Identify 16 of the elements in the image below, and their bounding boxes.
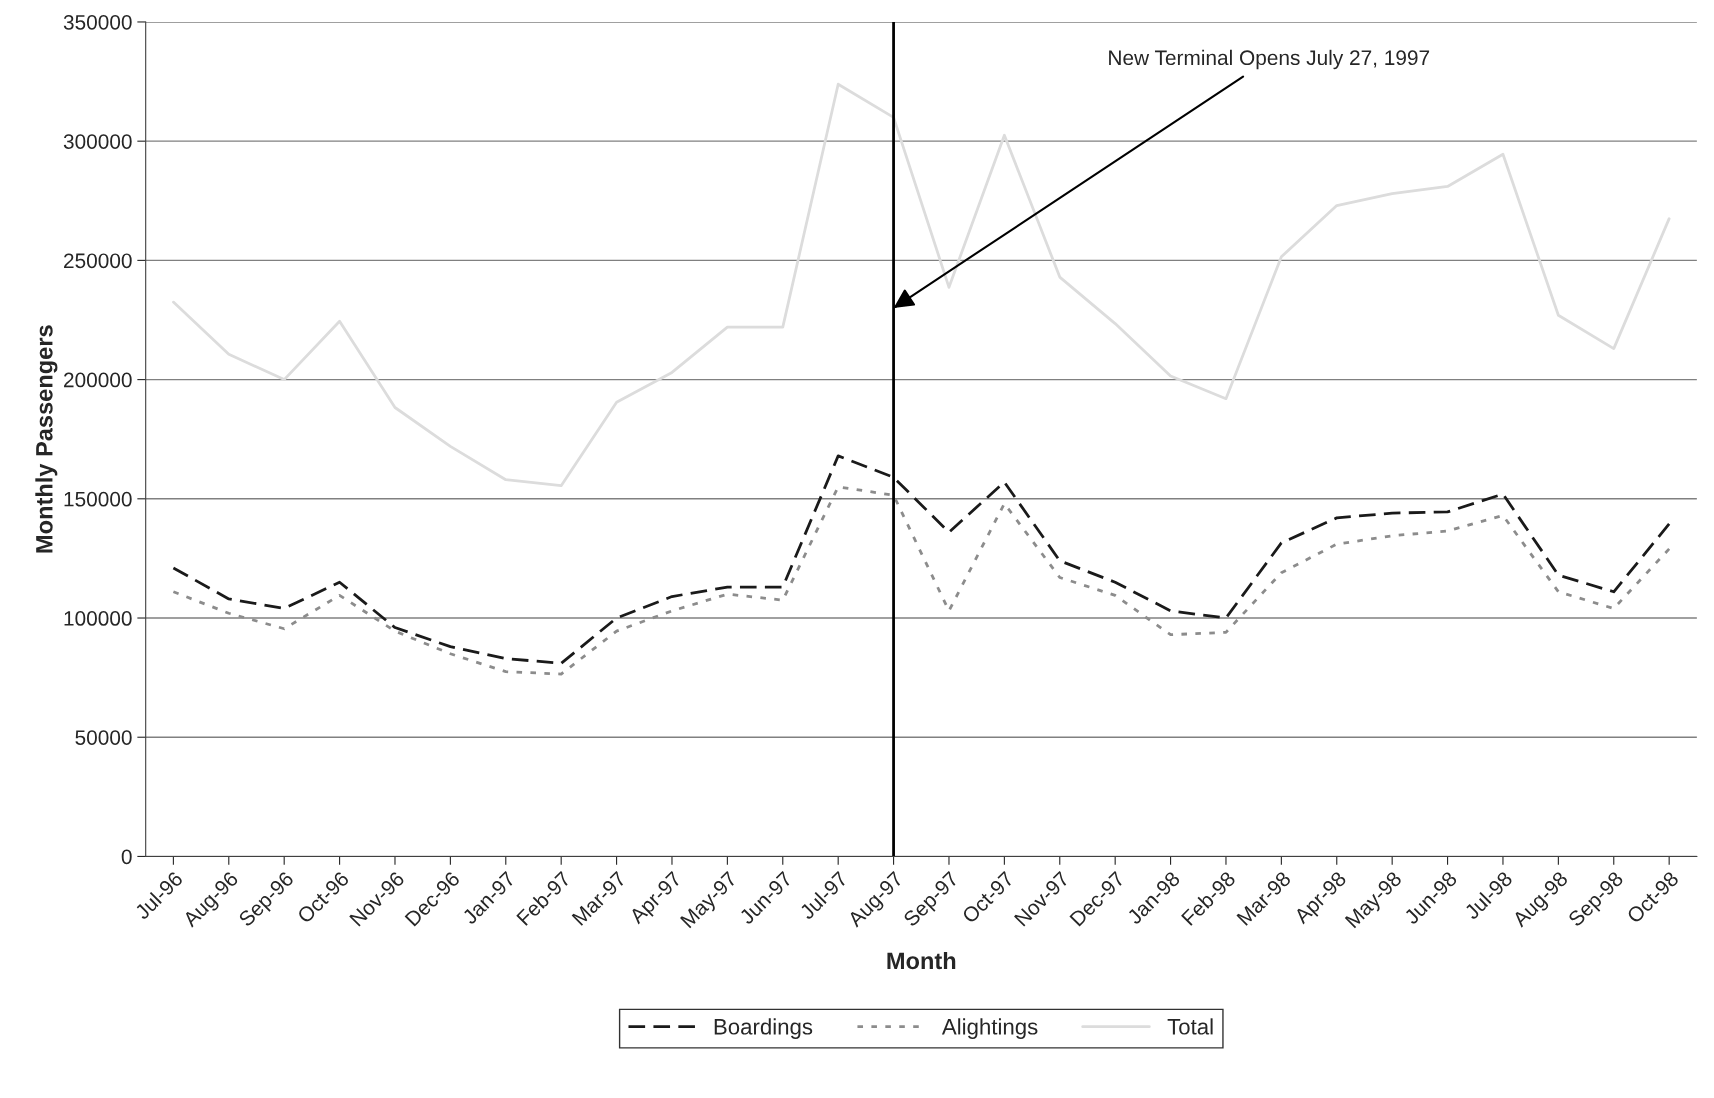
y-tick-label: 250000 xyxy=(64,253,132,269)
y-tick-label: 300000 xyxy=(63,134,132,149)
legend-label: Boardings xyxy=(714,1018,813,1040)
y-tick-label: 50000 xyxy=(75,730,132,745)
y-axis-title: Monthly Passengers xyxy=(35,325,58,553)
line-series xyxy=(172,454,1671,665)
line-series xyxy=(172,82,1671,488)
legend-label: Total xyxy=(1167,1018,1213,1035)
annotation: New Terminal Opens July 27, 1997 xyxy=(1109,49,1430,70)
y-tick-label: 200000 xyxy=(64,372,132,388)
x-axis-title: Month xyxy=(887,951,956,970)
legend-label: Alightings xyxy=(941,1018,1038,1040)
y-tick-label: 0 xyxy=(121,849,132,865)
y-tick-label: 350000 xyxy=(63,14,132,30)
y-tick-label: 100000 xyxy=(64,611,132,626)
y-tick-label: 150000 xyxy=(64,491,132,507)
